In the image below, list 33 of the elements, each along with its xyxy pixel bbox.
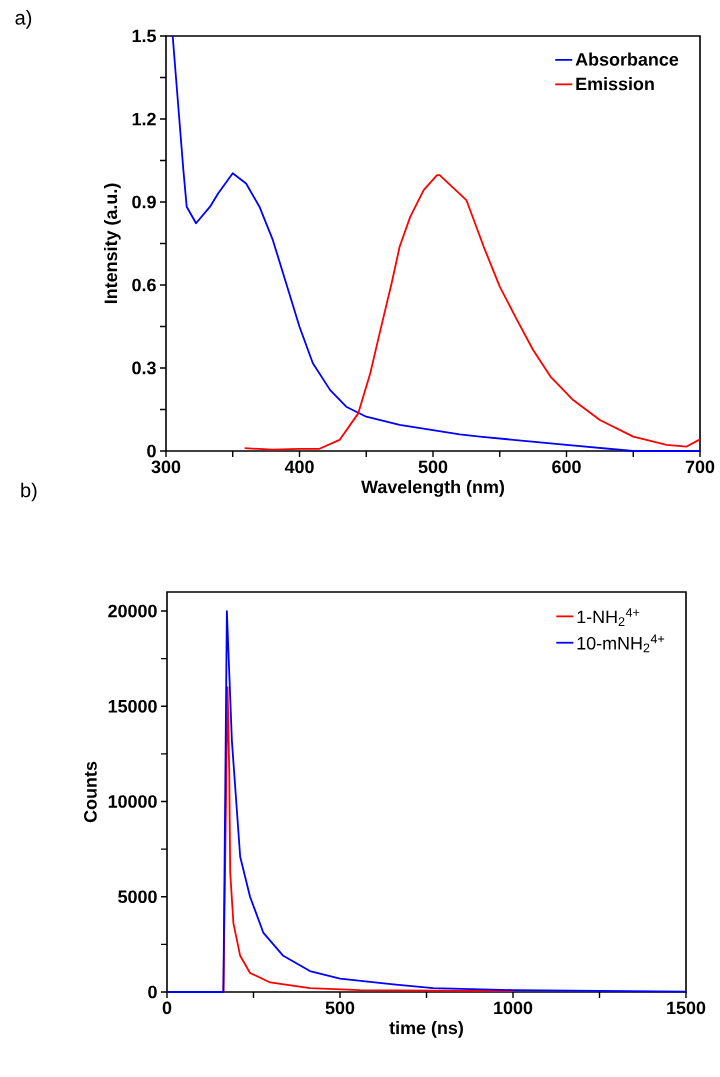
y-tick-label: 5000 bbox=[118, 890, 157, 904]
legend-label: Absorbance bbox=[575, 52, 679, 66]
text: a) bbox=[15, 10, 32, 29]
y-tick-label: 1.5 bbox=[132, 29, 156, 43]
x-tick-label: 300 bbox=[151, 460, 181, 474]
x-axis-title: time (ns) bbox=[389, 1021, 463, 1038]
x-tick-label: 0 bbox=[162, 1001, 172, 1015]
x-tick-label: 700 bbox=[685, 460, 715, 474]
line-series bbox=[243, 174, 701, 451]
y-tick-label: 0.6 bbox=[132, 278, 156, 292]
x-tick-label: 1500 bbox=[667, 1001, 706, 1015]
x-tick-label: 500 bbox=[418, 460, 448, 474]
x-axis-title: Wavelength (nm) bbox=[361, 480, 504, 497]
x-tick-label: 400 bbox=[284, 460, 314, 474]
x-tick-label: 600 bbox=[552, 460, 581, 474]
legend-label: 1-NH$_{2}$4+ bbox=[577, 608, 640, 626]
legend-label: Emission bbox=[576, 77, 654, 91]
legend-label: 10-mNH$_{2}$4+ bbox=[577, 634, 665, 653]
y-tick-label: 10000 bbox=[108, 795, 157, 808]
line-series bbox=[166, 610, 687, 993]
y-tick-label: 0.3 bbox=[132, 361, 156, 375]
y-axis-title: Intensity (a.u.) bbox=[103, 183, 121, 304]
y-tick-label: 0 bbox=[148, 985, 157, 999]
y-tick-label: 1.2 bbox=[132, 112, 156, 126]
y-tick-label: 20000 bbox=[108, 604, 157, 618]
text: b) bbox=[21, 482, 37, 502]
y-tick-label: 0.9 bbox=[132, 195, 156, 209]
line-series bbox=[171, 35, 701, 452]
y-tick-label: 0 bbox=[147, 444, 156, 458]
y-tick-label: 15000 bbox=[108, 699, 157, 713]
x-tick-label: 500 bbox=[325, 1001, 355, 1015]
y-axis-title: Counts bbox=[84, 761, 97, 823]
x-tick-label: 1000 bbox=[494, 1001, 533, 1015]
